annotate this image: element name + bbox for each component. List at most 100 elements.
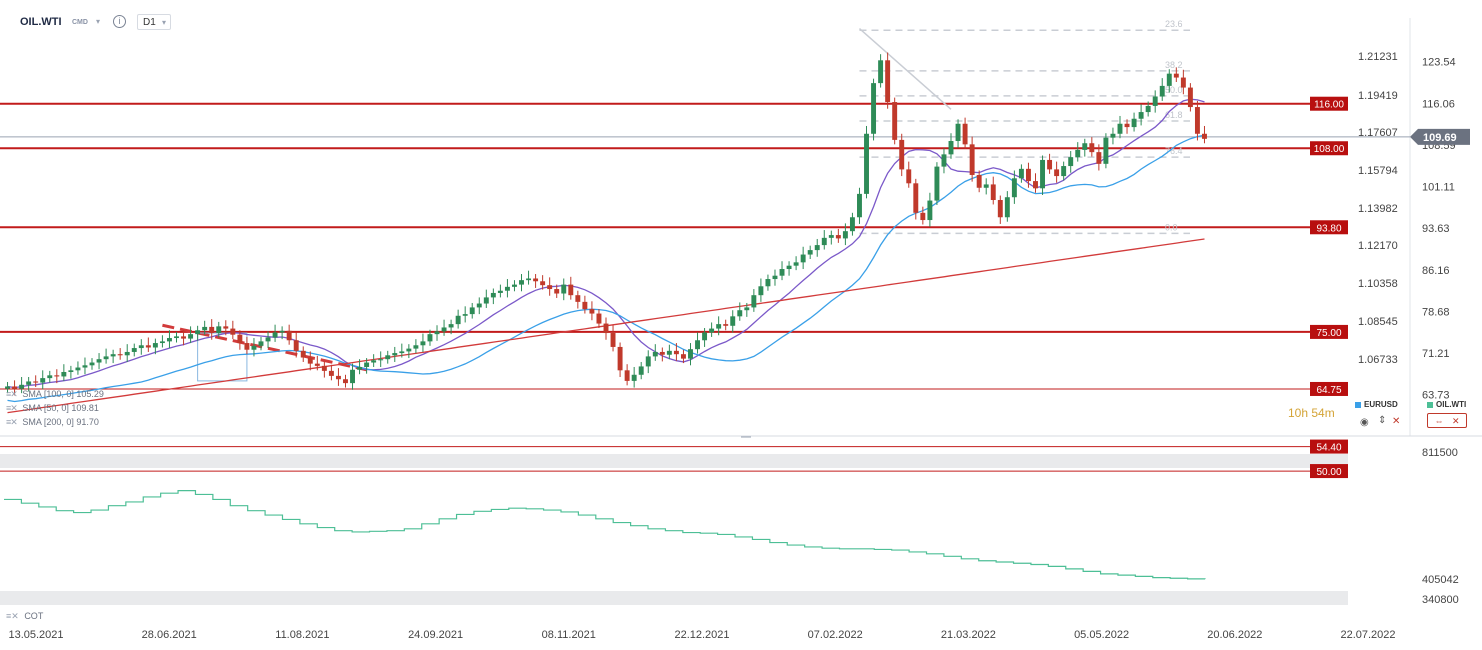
candle — [223, 326, 229, 329]
level-label: 64.75 — [1316, 385, 1341, 396]
candle — [575, 295, 581, 302]
menu-icon[interactable]: ≡✕ — [6, 611, 19, 621]
x-tick-label: 08.11.2021 — [542, 629, 596, 641]
candle — [969, 144, 975, 175]
candle — [666, 350, 672, 355]
candle — [343, 379, 348, 384]
candle — [526, 278, 532, 281]
sort-icon[interactable]: ⇕ — [1378, 415, 1387, 426]
candle — [483, 297, 489, 304]
chevron-down-icon[interactable]: ▾ — [96, 17, 101, 26]
candle — [145, 345, 151, 348]
candle — [1110, 133, 1116, 138]
candle — [1054, 169, 1060, 177]
y2-tick-label: 1.13982 — [1358, 203, 1398, 215]
candle — [131, 348, 137, 352]
x-tick-label: 22.07.2022 — [1340, 629, 1395, 641]
candle — [554, 289, 560, 294]
sma50-line — [7, 98, 1205, 389]
candle — [716, 324, 722, 329]
last-price-badge — [1410, 128, 1470, 145]
candle — [420, 341, 426, 346]
y-tick-label: 93.63 — [1422, 223, 1450, 235]
candle — [244, 343, 250, 350]
candle — [695, 340, 700, 350]
menu-icon[interactable]: ≡✕ — [6, 403, 18, 413]
legend-eurusd[interactable]: EURUSD — [1355, 400, 1398, 409]
candle — [638, 366, 644, 375]
candle — [519, 280, 524, 285]
candle — [934, 166, 940, 201]
candle — [596, 313, 602, 324]
candle — [195, 330, 201, 335]
candle — [75, 367, 81, 371]
candle — [286, 330, 292, 341]
menu-icon[interactable]: ≡✕ — [6, 389, 18, 399]
candle — [103, 356, 109, 360]
symbol-label[interactable]: OIL.WTI — [20, 16, 62, 28]
legend-sma200[interactable]: ≡✕ SMA [200, 0] 91.70 — [6, 417, 99, 427]
candle — [652, 351, 658, 357]
level-badge — [1310, 324, 1348, 339]
info-icon[interactable]: i — [113, 15, 126, 28]
candle — [913, 183, 919, 213]
legend-sma50[interactable]: ≡✕ SMA [50, 0] 109.81 — [6, 403, 99, 413]
candle — [842, 231, 848, 239]
y2-tick-label: 1.15794 — [1358, 165, 1398, 177]
candle — [469, 307, 475, 315]
candle — [1152, 96, 1158, 106]
candle — [96, 359, 102, 363]
candle — [1180, 77, 1186, 88]
candle — [1187, 87, 1193, 108]
fib-label: 38.2 — [1165, 60, 1183, 70]
candle — [202, 326, 208, 331]
candle — [976, 174, 982, 188]
candle — [1166, 73, 1172, 86]
candle — [1018, 168, 1024, 179]
eye-icon[interactable]: ◉ — [1360, 417, 1369, 428]
candle — [399, 351, 405, 354]
candle — [631, 374, 637, 381]
close-icon[interactable]: ✕ — [1451, 416, 1460, 426]
oil-series-controls[interactable]: ⇔ ✕ — [1427, 413, 1467, 428]
x-tick-label: 21.03.2022 — [941, 629, 996, 641]
menu-icon[interactable]: ≡✕ — [6, 417, 18, 427]
close-icon[interactable]: ✕ — [1392, 416, 1401, 427]
candle — [47, 375, 53, 379]
fib-label: 50.0 — [1165, 85, 1183, 95]
legend-oil[interactable]: OIL.WTI — [1427, 400, 1466, 409]
candle — [61, 371, 67, 377]
x-tick-label: 28.06.2021 — [142, 629, 197, 641]
candle — [772, 275, 778, 280]
candle — [181, 336, 187, 339]
chart-toolbar: OIL.WTI CMD ▾ i D1 ▾ — [0, 0, 1482, 44]
y2-tick-label: 1.06733 — [1358, 354, 1398, 366]
candle — [793, 262, 799, 266]
candle — [1075, 149, 1081, 158]
candle — [462, 314, 468, 316]
candle — [990, 184, 996, 201]
candle — [828, 235, 834, 238]
legend-sma100[interactable]: ≡✕ SMA [100, 0] 105.29 — [6, 389, 104, 399]
candle — [1103, 137, 1109, 164]
candle — [864, 133, 869, 194]
candle — [152, 343, 158, 348]
candle — [357, 366, 363, 370]
candle — [1040, 159, 1046, 189]
legend-cot[interactable]: ≡✕ COT — [6, 611, 44, 621]
candle — [188, 334, 194, 339]
candle — [561, 284, 567, 294]
candle — [159, 341, 165, 344]
candle — [920, 212, 926, 221]
candle — [350, 369, 355, 384]
timeframe-value: D1 — [143, 17, 156, 28]
timeframe-select[interactable]: D1 ▾ — [137, 14, 171, 30]
candle — [364, 362, 370, 367]
candle — [1082, 143, 1088, 150]
y2-tick-label: 1.21231 — [1358, 51, 1398, 63]
eurusd-swatch — [1355, 401, 1361, 408]
candle — [209, 326, 215, 334]
candle — [547, 285, 553, 290]
adjust-icon[interactable]: ⇔ — [1434, 416, 1444, 426]
